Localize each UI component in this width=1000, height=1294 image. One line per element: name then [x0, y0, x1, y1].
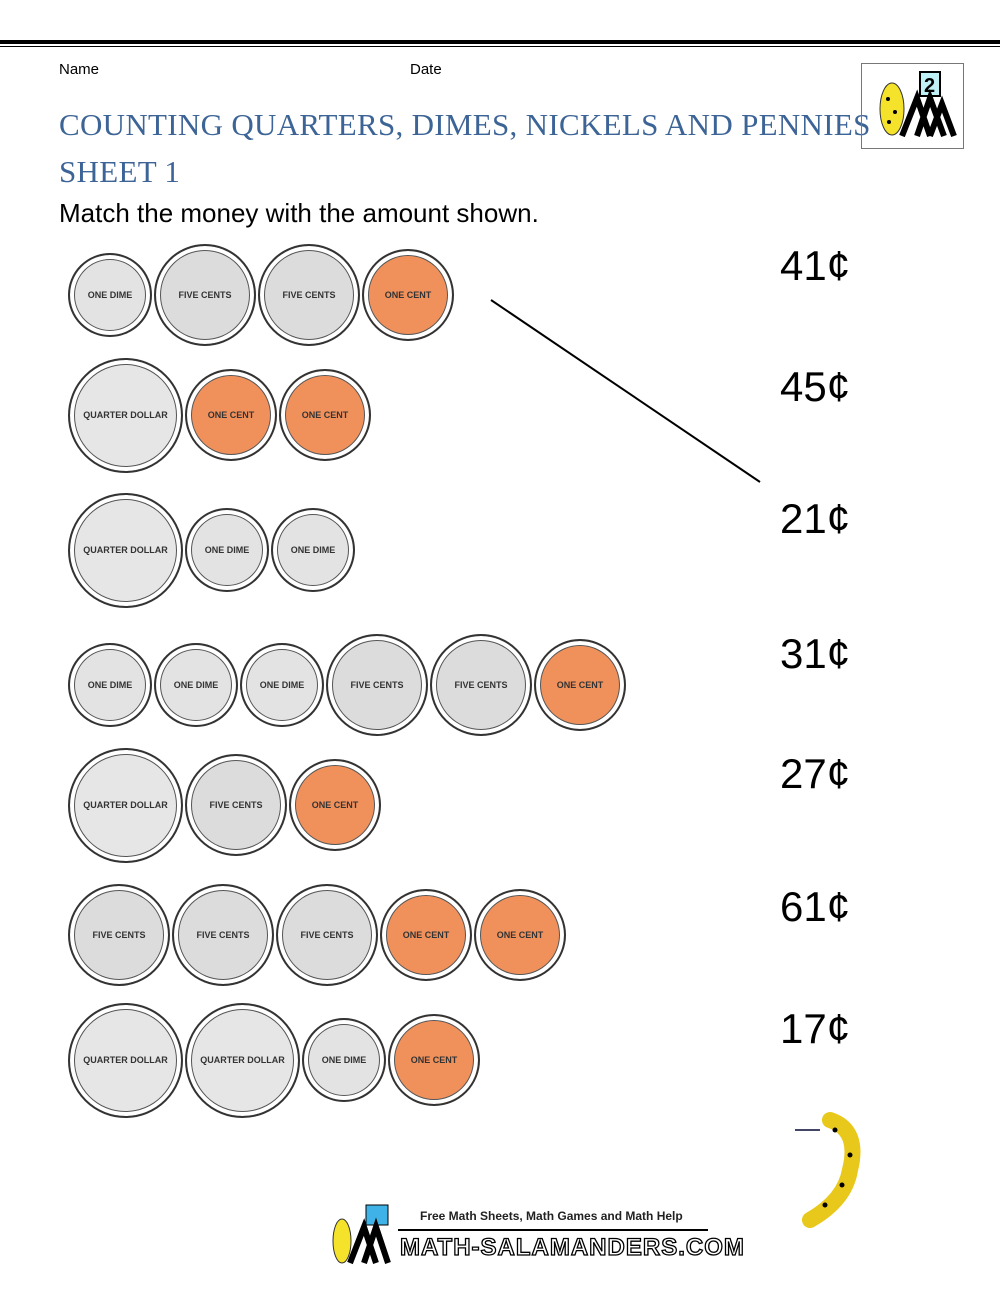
penny-coin: ONE CENT — [534, 639, 626, 731]
coin-label: ONE DIME — [290, 545, 336, 555]
coin-row: FIVE CENTS FIVE CENTS FIVE CENTS ONE CENT ON… — [68, 877, 568, 993]
top-rule — [0, 40, 1000, 44]
salamander-logo: 2 — [861, 63, 964, 149]
footer-site-name[interactable]: MATH-SALAMANDERS.COM — [399, 1233, 745, 1261]
coin-label: FIVE CENTS — [92, 930, 146, 940]
penny-coin: ONE CENT — [362, 249, 454, 341]
coin-label: ONE CENT — [384, 290, 432, 300]
coin-row: QUARTER DOLLAR ONE DIME ONE DIME — [68, 492, 357, 608]
coin-label: FIVE CENTS — [178, 290, 232, 300]
page-title: COUNTING QUARTERS, DIMES, NICKELS AND PE… — [59, 107, 871, 142]
penny-coin: ONE CENT — [289, 759, 381, 851]
nickel-coin: FIVE CENTS — [185, 754, 287, 856]
mascot-salamander — [790, 1110, 880, 1235]
coin-label: ONE DIME — [204, 545, 250, 555]
amount-label: 31¢ — [780, 630, 851, 677]
dime-coin: ONE DIME — [302, 1018, 386, 1102]
coin-label: ONE DIME — [87, 290, 133, 300]
penny-coin: ONE CENT — [474, 889, 566, 981]
coin-label: QUARTER DOLLAR — [83, 410, 168, 420]
nickel-coin: FIVE CENTS — [68, 884, 170, 986]
quarter-coin: QUARTER DOLLAR — [68, 492, 183, 608]
coin-label: FIVE CENTS — [350, 680, 404, 690]
instructions: Match the money with the amount shown. — [59, 198, 539, 228]
penny-coin: ONE CENT — [388, 1014, 480, 1106]
coin-label: FIVE CENTS — [454, 680, 508, 690]
amount-label: 41¢ — [780, 242, 851, 289]
footer-tagline: Free Math Sheets, Math Games and Math He… — [420, 1209, 683, 1223]
penny-coin: ONE CENT — [380, 889, 472, 981]
nickel-coin: FIVE CENTS — [172, 884, 274, 986]
dime-coin: ONE DIME — [68, 643, 152, 727]
dime-coin: ONE DIME — [271, 508, 355, 592]
nickel-coin: FIVE CENTS — [430, 634, 532, 736]
coin-label: ONE DIME — [173, 680, 219, 690]
top-rule-thin — [0, 46, 1000, 47]
coin-label: FIVE CENTS — [300, 930, 354, 940]
coin-label: QUARTER DOLLAR — [83, 800, 168, 810]
nickel-coin: FIVE CENTS — [276, 884, 378, 986]
dime-coin: ONE DIME — [154, 643, 238, 727]
dime-coin: ONE DIME — [185, 508, 269, 592]
dime-coin: ONE DIME — [68, 253, 152, 337]
coin-row: QUARTER DOLLAR FIVE CENTS ONE CENT — [68, 747, 383, 863]
coin-label: ONE CENT — [207, 410, 255, 420]
coin-label: ONE CENT — [410, 1055, 458, 1065]
coin-label: FIVE CENTS — [282, 290, 336, 300]
coin-label: ONE DIME — [321, 1055, 367, 1065]
coin-row: ONE DIME ONE DIME ONE DIME FIVE CENTS FIVE C… — [68, 627, 628, 743]
name-label: Name — [59, 61, 100, 78]
match-line — [490, 299, 761, 483]
logo-grade: 2 — [924, 75, 935, 97]
coin-label: ONE DIME — [259, 680, 305, 690]
coin-label: ONE CENT — [301, 410, 349, 420]
coin-label: QUARTER DOLLAR — [83, 1055, 168, 1065]
quarter-coin: QUARTER DOLLAR — [68, 357, 183, 473]
coin-row: QUARTER DOLLAR ONE CENT ONE CENT — [68, 357, 373, 473]
coin-row: ONE DIME FIVE CENTS FIVE CENTS ONE CENT — [68, 237, 456, 353]
quarter-coin: QUARTER DOLLAR — [68, 747, 183, 863]
coin-label: QUARTER DOLLAR — [83, 545, 168, 555]
amount-label: 21¢ — [780, 495, 851, 542]
coin-label: ONE CENT — [402, 930, 450, 940]
amount-label: 27¢ — [780, 750, 851, 797]
penny-coin: ONE CENT — [185, 369, 277, 461]
dime-coin: ONE DIME — [240, 643, 324, 727]
date-label: Date — [410, 61, 442, 78]
nickel-coin: FIVE CENTS — [326, 634, 428, 736]
nickel-coin: FIVE CENTS — [154, 244, 256, 346]
quarter-coin: QUARTER DOLLAR — [68, 1002, 183, 1118]
coin-row: QUARTER DOLLAR QUARTER DOLLAR ONE DIME ONE … — [68, 1002, 482, 1118]
coin-label: ONE CENT — [496, 930, 544, 940]
coin-label: FIVE CENTS — [209, 800, 263, 810]
coin-label: ONE DIME — [87, 680, 133, 690]
page-subtitle: SHEET 1 — [59, 154, 181, 189]
coin-label: ONE CENT — [311, 800, 359, 810]
footer-rule — [398, 1229, 708, 1231]
amount-label: 17¢ — [780, 1005, 851, 1052]
penny-coin: ONE CENT — [279, 369, 371, 461]
coin-label: ONE CENT — [556, 680, 604, 690]
quarter-coin: QUARTER DOLLAR — [185, 1002, 300, 1118]
coin-label: FIVE CENTS — [196, 930, 250, 940]
amount-label: 45¢ — [780, 363, 851, 410]
amount-label: 61¢ — [780, 883, 851, 930]
coin-label: QUARTER DOLLAR — [200, 1055, 285, 1065]
nickel-coin: FIVE CENTS — [258, 244, 360, 346]
